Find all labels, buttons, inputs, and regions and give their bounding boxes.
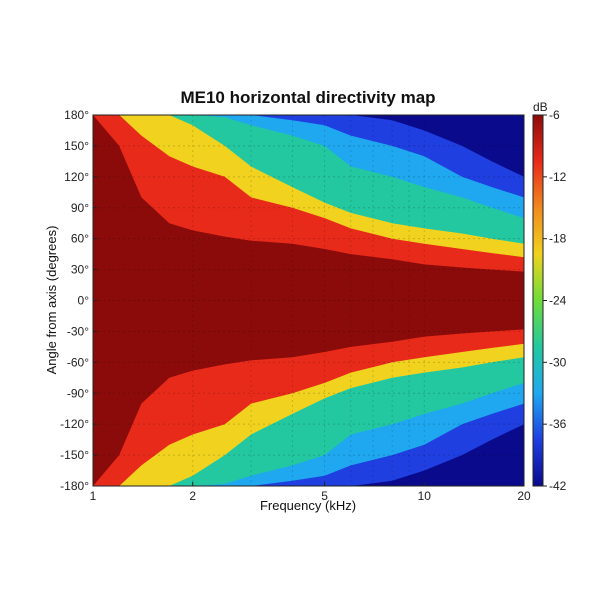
x-tick-label: 20: [517, 489, 531, 503]
y-tick-label: 180°: [64, 108, 89, 122]
colorbar-scale: [532, 114, 544, 487]
y-tick-label: 30°: [71, 263, 89, 277]
directivity-bands: [93, 115, 524, 486]
chart-title: ME10 horizontal directivity map: [180, 88, 435, 107]
colorbar-tick-label: -24: [549, 294, 567, 308]
colorbar: dB -6 -12 -18 -24 -30 -36 -42: [532, 100, 567, 493]
band-minus6db: [93, 115, 524, 486]
colorbar-ticks: -6 -12 -18 -24 -30 -36 -42: [543, 108, 567, 493]
x-axis-label: Frequency (kHz): [260, 498, 356, 513]
y-tick-label: 0°: [78, 294, 90, 308]
x-tick-label: 10: [418, 489, 432, 503]
y-tick-label: 150°: [64, 139, 89, 153]
colorbar-unit: dB: [533, 100, 548, 114]
y-tick-label: -180°: [60, 479, 89, 493]
x-tick-label: 5: [321, 489, 328, 503]
colorbar-tick-label: -42: [549, 479, 567, 493]
y-tick-label: -60°: [67, 355, 89, 369]
y-axis-ticks: 180° 150° 120° 90° 60° 30° 0° -30° -60° -90° -120°…: [60, 108, 97, 493]
y-tick-label: 120°: [64, 170, 89, 184]
y-tick-label: -30°: [67, 324, 89, 338]
x-axis-ticks: 1 2 5 10 20: [90, 482, 531, 503]
colorbar-tick-label: -30: [549, 355, 567, 369]
x-tick-label: 2: [189, 489, 196, 503]
plot-area: [93, 115, 524, 486]
colorbar-tick-label: -36: [549, 417, 567, 431]
gridlines: [93, 115, 524, 486]
y-tick-label: -150°: [60, 448, 89, 462]
colorbar-tick-label: -6: [549, 108, 560, 122]
y-axis-label: Angle from axis (degrees): [44, 226, 59, 375]
y-tick-label: -120°: [60, 417, 89, 431]
y-tick-label: 90°: [71, 201, 89, 215]
colorbar-tick-label: -18: [549, 232, 567, 246]
y-tick-label: 60°: [71, 232, 89, 246]
y-tick-label: -90°: [67, 386, 89, 400]
x-tick-label: 1: [90, 489, 97, 503]
colorbar-tick-label: -12: [549, 170, 567, 184]
